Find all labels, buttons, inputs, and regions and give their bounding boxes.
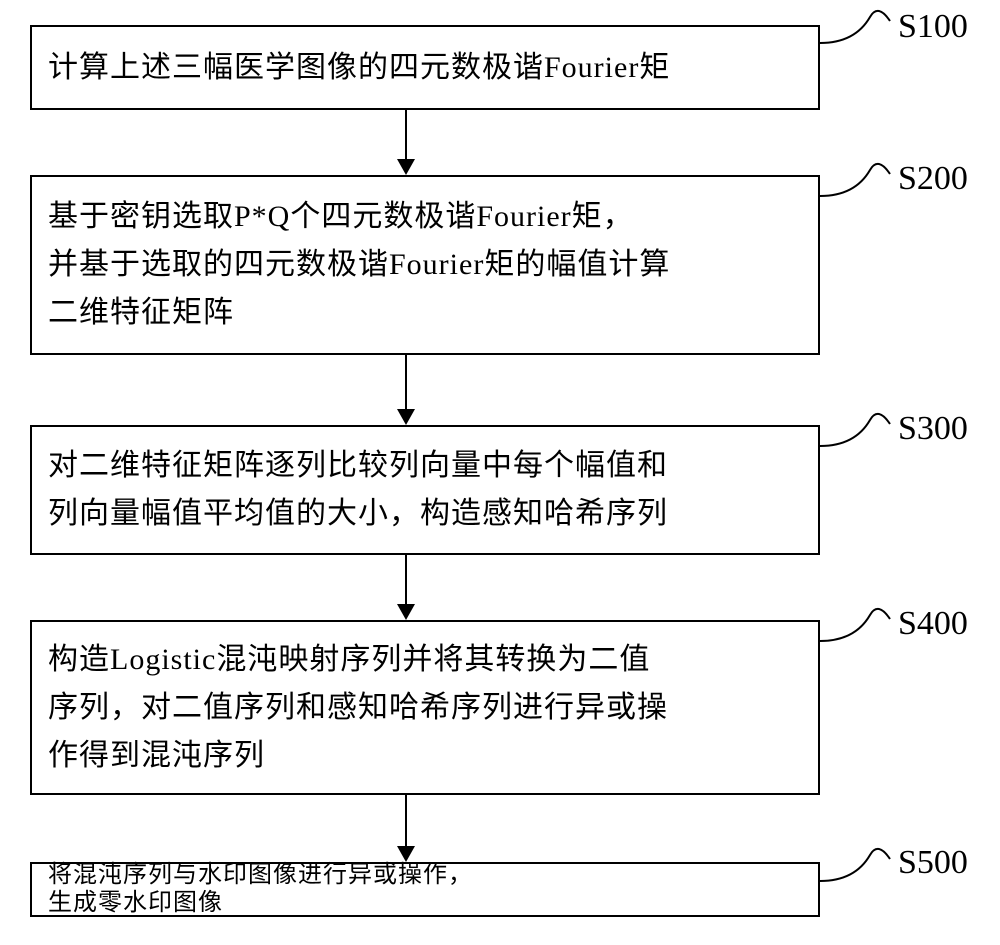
connector-s500	[820, 843, 895, 893]
step-label-s200: S200	[898, 160, 968, 198]
step-text-s500: 将混沌序列与水印图像进行异或操作， 生成零水印图像	[48, 862, 473, 917]
step-box-s300: 对二维特征矩阵逐列比较列向量中每个幅值和 列向量幅值平均值的大小，构造感知哈希序…	[30, 425, 820, 555]
connector-s400	[820, 603, 895, 653]
arrow-head-s100-s200	[397, 159, 415, 175]
arrow-s400-s500	[405, 795, 407, 846]
step-box-s500: 将混沌序列与水印图像进行异或操作， 生成零水印图像	[30, 862, 820, 917]
flowchart-canvas: 计算上述三幅医学图像的四元数极谐Fourier矩 S100 基于密钥选取P*Q个…	[0, 0, 1000, 945]
arrow-s200-s300	[405, 355, 407, 409]
step-text-s300: 对二维特征矩阵逐列比较列向量中每个幅值和 列向量幅值平均值的大小，构造感知哈希序…	[48, 442, 668, 538]
arrow-s300-s400	[405, 555, 407, 604]
step-box-s200: 基于密钥选取P*Q个四元数极谐Fourier矩， 并基于选取的四元数极谐Four…	[30, 175, 820, 355]
step-box-s100: 计算上述三幅医学图像的四元数极谐Fourier矩	[30, 25, 820, 110]
step-label-s500: S500	[898, 844, 968, 882]
step-label-s400: S400	[898, 605, 968, 643]
arrow-head-s400-s500	[397, 846, 415, 862]
step-text-s100: 计算上述三幅医学图像的四元数极谐Fourier矩	[48, 44, 670, 92]
connector-s100	[820, 5, 895, 55]
step-label-s100: S100	[898, 8, 968, 46]
connector-s200	[820, 158, 895, 208]
step-box-s400: 构造Logistic混沌映射序列并将其转换为二值 序列，对二值序列和感知哈希序列…	[30, 620, 820, 795]
connector-s300	[820, 408, 895, 458]
arrow-head-s200-s300	[397, 409, 415, 425]
arrow-s100-s200	[405, 110, 407, 159]
step-text-s400: 构造Logistic混沌映射序列并将其转换为二值 序列，对二值序列和感知哈希序列…	[48, 636, 668, 780]
step-text-s200: 基于密钥选取P*Q个四元数极谐Fourier矩， 并基于选取的四元数极谐Four…	[48, 193, 670, 337]
arrow-head-s300-s400	[397, 604, 415, 620]
step-label-s300: S300	[898, 410, 968, 448]
